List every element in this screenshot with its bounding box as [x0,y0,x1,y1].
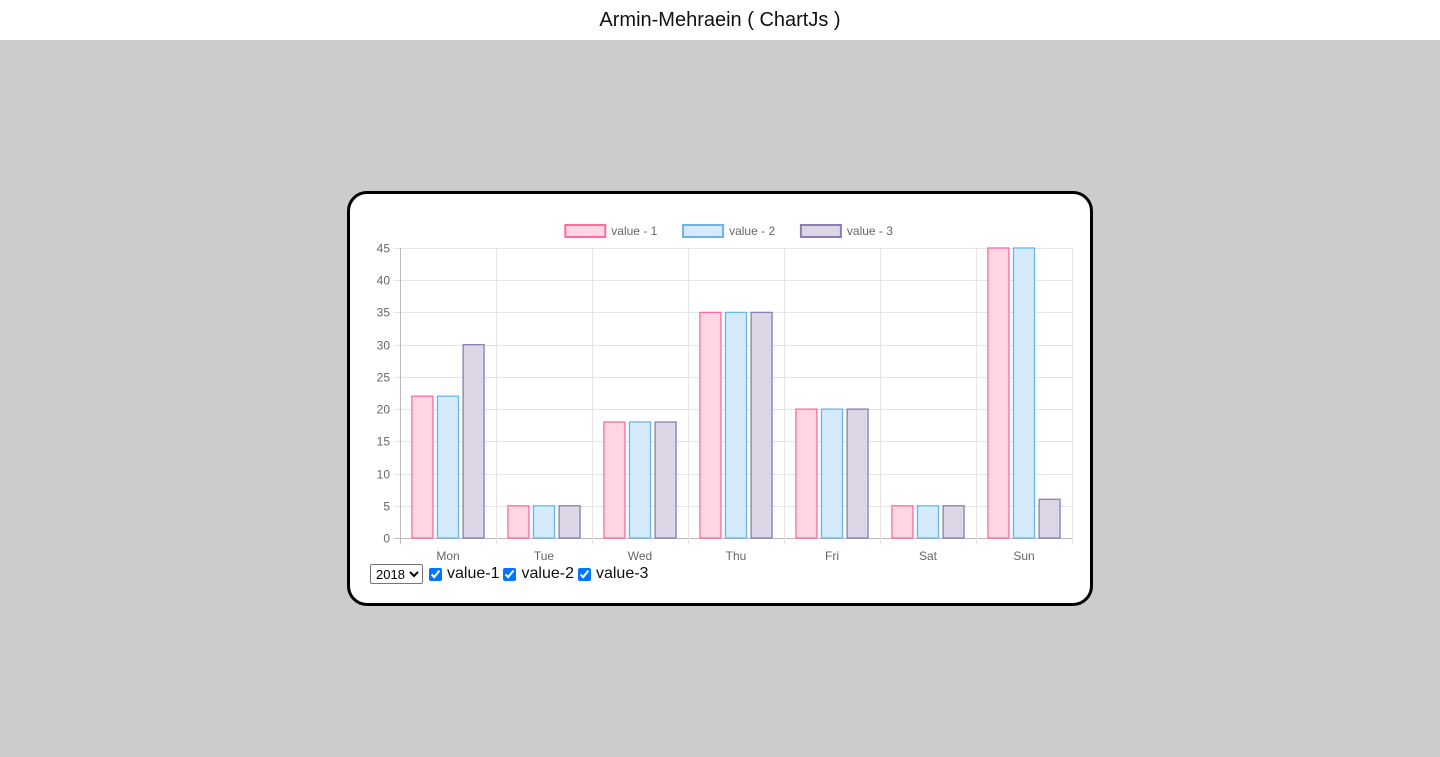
chart-controls: 2018 value-1 value-2 value-3 [370,564,650,584]
toggle-value-1[interactable]: value-1 [427,565,499,583]
x-tick-label: Sun [1013,549,1034,563]
bar [1012,247,1036,539]
x-tick-label: Mon [436,549,459,563]
y-tick-label: 40 [377,274,391,288]
legend-swatch [799,224,842,238]
value-3-label: value-3 [595,565,649,582]
bar [724,311,748,539]
chart-legend: value - 1 value - 2 value - 3 [564,224,893,238]
year-select[interactable]: 2018 [370,564,423,584]
bar-chart: 0 5 10 15 20 25 30 35 40 45 Mon Tue Wed Thu Fri Sat Sun v… [377,224,1073,563]
bar [436,395,460,539]
bar [462,344,485,539]
series-1-bars [411,247,1010,539]
y-tick-label: 30 [377,339,391,353]
bar [846,408,869,539]
legend-swatch [682,224,725,238]
bar [750,311,773,539]
y-tick-label: 0 [383,532,390,546]
y-tick-label: 20 [377,403,391,417]
bar [916,505,940,539]
bar [987,247,1010,539]
bar [507,505,530,539]
y-tick-label: 35 [377,306,391,320]
bar [603,421,626,539]
bar [820,408,844,539]
toggle-value-3[interactable]: value-3 [576,565,648,583]
y-tick-label: 45 [377,242,391,256]
bar [628,421,652,539]
series-3-bars [462,311,1061,539]
x-tick-label: Tue [534,549,555,563]
bar [795,408,818,539]
x-tick-label: Fri [825,549,839,563]
legend-label: value - 1 [611,224,657,238]
x-tick-label: Thu [726,549,747,563]
toggle-value-2[interactable]: value-2 [501,565,574,583]
bar [942,505,965,539]
bar [411,395,434,539]
y-tick-label: 25 [377,371,391,385]
value-1-checkbox[interactable] [429,567,442,581]
x-tick-label: Wed [628,549,652,563]
y-tick-label: 10 [377,468,391,482]
bar [532,505,556,539]
legend-swatch [564,224,607,238]
series-2-bars [436,247,1036,539]
y-tick-label: 5 [383,500,390,514]
page-header: Armin-Mehraein ( ChartJs ) [0,0,1440,40]
bar [654,421,677,539]
legend-label: value - 2 [729,224,775,238]
value-1-label: value-1 [447,565,500,582]
y-tick-label: 15 [377,435,391,449]
chart-card: 0 5 10 15 20 25 30 35 40 45 Mon Tue Wed Thu Fri Sat Sun v… [347,191,1093,606]
bar [558,505,581,539]
x-tick-label: Sat [919,549,938,563]
legend-label: value - 3 [847,224,893,238]
value-2-label: value-2 [521,565,574,582]
value-3-checkbox[interactable] [577,567,591,581]
bar [1038,498,1061,539]
value-2-checkbox[interactable] [503,567,517,581]
page-title: Armin-Mehraein ( ChartJs ) [599,8,841,31]
bar [891,505,914,539]
bar [699,311,722,539]
